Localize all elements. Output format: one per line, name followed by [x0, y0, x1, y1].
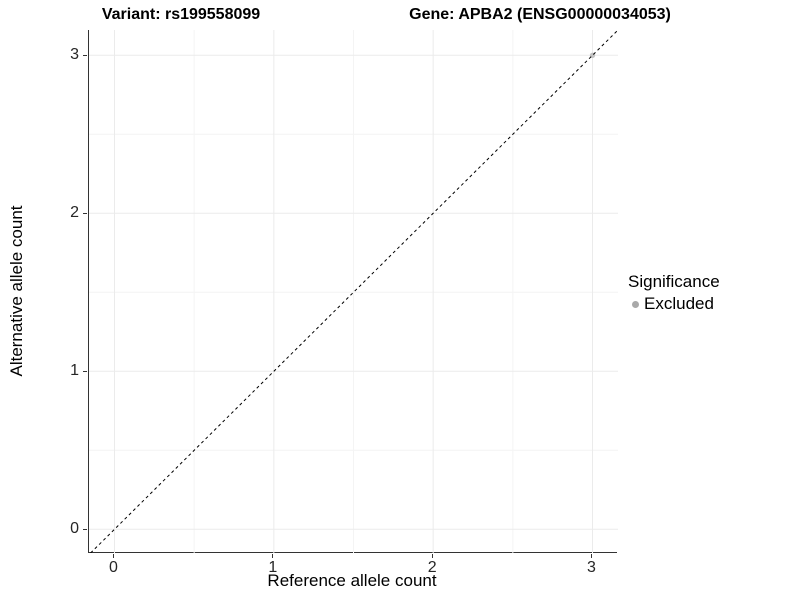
y-axis-tick-mark — [83, 54, 87, 56]
legend: Significance Excluded — [628, 272, 720, 314]
x-axis-tick-mark — [112, 554, 114, 558]
x-axis-tick-label: 1 — [268, 559, 278, 576]
y-axis-tick-label: 0 — [70, 520, 79, 538]
plot-panel — [88, 30, 618, 553]
excluded-point-icon — [632, 300, 639, 308]
y-axis-tick-mark — [83, 528, 87, 530]
x-axis-tick-mark — [431, 554, 433, 558]
x-axis-tick-label: 3 — [587, 559, 596, 576]
y-axis-label: Alternative allele count — [7, 205, 26, 377]
identity-dashed-line — [90, 30, 618, 553]
y-axis-tick-label: 2 — [70, 204, 79, 222]
x-axis-tick-label: 2 — [427, 559, 437, 576]
x-axis-label: Reference allele count — [267, 571, 437, 590]
plot-canvas — [89, 30, 618, 553]
x-axis-tick-mark — [272, 554, 274, 558]
plot-title-gene: Gene: APBA2 (ENSG00000034053) — [409, 6, 671, 23]
y-axis-tick-label: 3 — [70, 46, 79, 64]
x-axis-tick-label: 0 — [109, 559, 118, 576]
plot-title-variant: Variant: rs199558099 — [101, 6, 261, 23]
legend-title: Significance — [628, 272, 720, 291]
y-axis-tick-mark — [83, 212, 87, 214]
legend-item-label: Excluded — [644, 294, 714, 313]
x-axis-tick-mark — [591, 554, 592, 558]
y-axis-tick-mark — [83, 370, 87, 372]
y-axis-tick-label: 1 — [70, 362, 79, 380]
legend-item-excluded: Excluded — [632, 294, 720, 314]
